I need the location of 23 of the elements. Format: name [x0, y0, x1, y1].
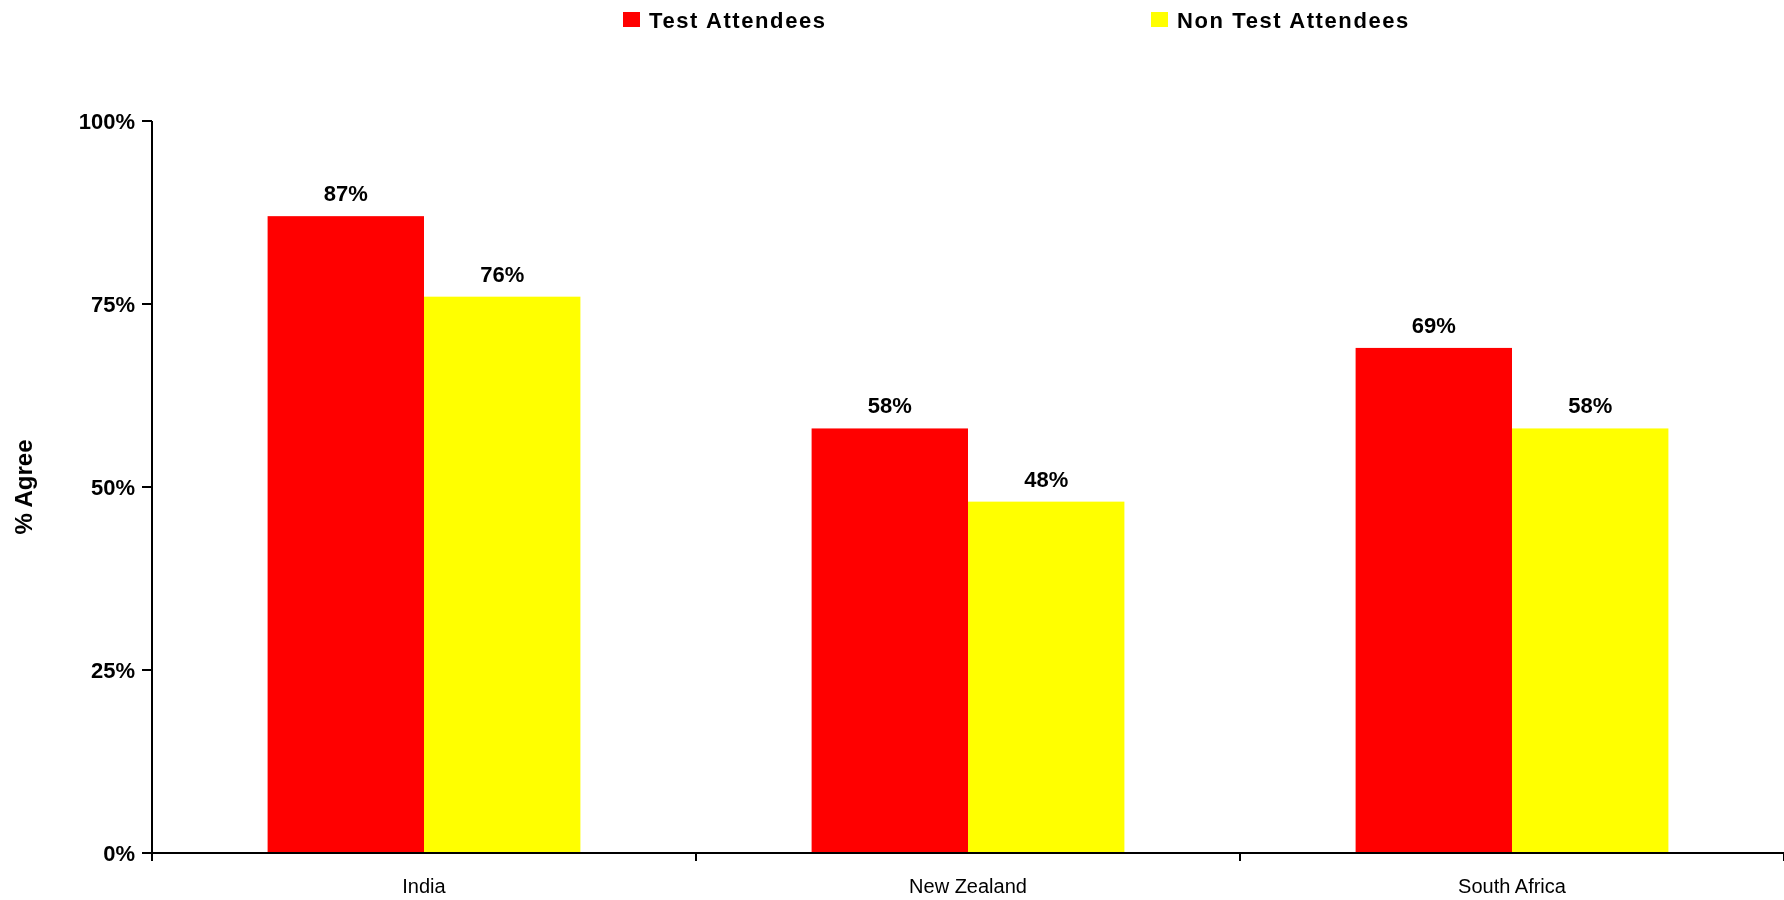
y-tick-label: 0% [103, 840, 135, 866]
bar [267, 216, 424, 853]
legend-label: Non Test Attendees [1177, 7, 1410, 33]
y-tick-label: 100% [78, 108, 135, 134]
data-label: 76% [480, 261, 525, 287]
x-tick-label: India [402, 875, 447, 897]
bar [968, 501, 1125, 853]
data-label: 87% [323, 181, 368, 207]
y-tick-label: 75% [90, 291, 135, 317]
legend-label: Test Attendees [649, 7, 827, 33]
data-label: 58% [1568, 393, 1613, 419]
x-tick-label: South Africa [1458, 875, 1567, 897]
bar [811, 428, 968, 853]
bar [1355, 347, 1512, 853]
y-tick-label: 25% [90, 657, 135, 683]
x-tick-label: New Zealand [909, 875, 1027, 897]
data-label: 58% [867, 393, 912, 419]
data-label: 69% [1411, 312, 1456, 338]
bar [424, 296, 581, 853]
bar [1512, 428, 1669, 853]
y-tick-label: 50% [90, 474, 135, 500]
y-axis-title: % Agree [10, 439, 37, 535]
data-label: 48% [1024, 466, 1069, 492]
